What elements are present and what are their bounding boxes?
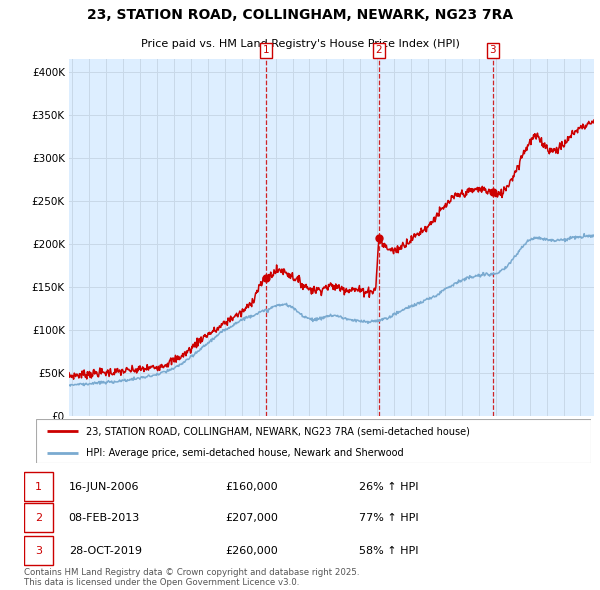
Text: 3: 3 — [35, 546, 42, 556]
FancyBboxPatch shape — [24, 536, 53, 565]
Text: 08-FEB-2013: 08-FEB-2013 — [68, 513, 140, 523]
Text: 2: 2 — [376, 45, 382, 55]
Text: 16-JUN-2006: 16-JUN-2006 — [68, 482, 139, 491]
Text: 77% ↑ HPI: 77% ↑ HPI — [359, 513, 418, 523]
Text: 23, STATION ROAD, COLLINGHAM, NEWARK, NG23 7RA (semi-detached house): 23, STATION ROAD, COLLINGHAM, NEWARK, NG… — [86, 427, 470, 436]
FancyBboxPatch shape — [24, 503, 53, 532]
Text: 1: 1 — [35, 482, 42, 491]
Text: 23, STATION ROAD, COLLINGHAM, NEWARK, NG23 7RA: 23, STATION ROAD, COLLINGHAM, NEWARK, NG… — [87, 8, 513, 22]
Text: 3: 3 — [490, 45, 496, 55]
Text: £260,000: £260,000 — [225, 546, 278, 556]
Text: HPI: Average price, semi-detached house, Newark and Sherwood: HPI: Average price, semi-detached house,… — [86, 448, 404, 458]
Text: Contains HM Land Registry data © Crown copyright and database right 2025.
This d: Contains HM Land Registry data © Crown c… — [24, 568, 359, 587]
Text: £160,000: £160,000 — [225, 482, 278, 491]
Text: 58% ↑ HPI: 58% ↑ HPI — [359, 546, 418, 556]
Text: 2: 2 — [35, 513, 42, 523]
FancyBboxPatch shape — [24, 472, 53, 501]
Text: 26% ↑ HPI: 26% ↑ HPI — [359, 482, 418, 491]
Text: Price paid vs. HM Land Registry's House Price Index (HPI): Price paid vs. HM Land Registry's House … — [140, 39, 460, 49]
Text: 28-OCT-2019: 28-OCT-2019 — [68, 546, 142, 556]
FancyBboxPatch shape — [36, 419, 591, 463]
Text: 1: 1 — [263, 45, 269, 55]
Text: £207,000: £207,000 — [225, 513, 278, 523]
